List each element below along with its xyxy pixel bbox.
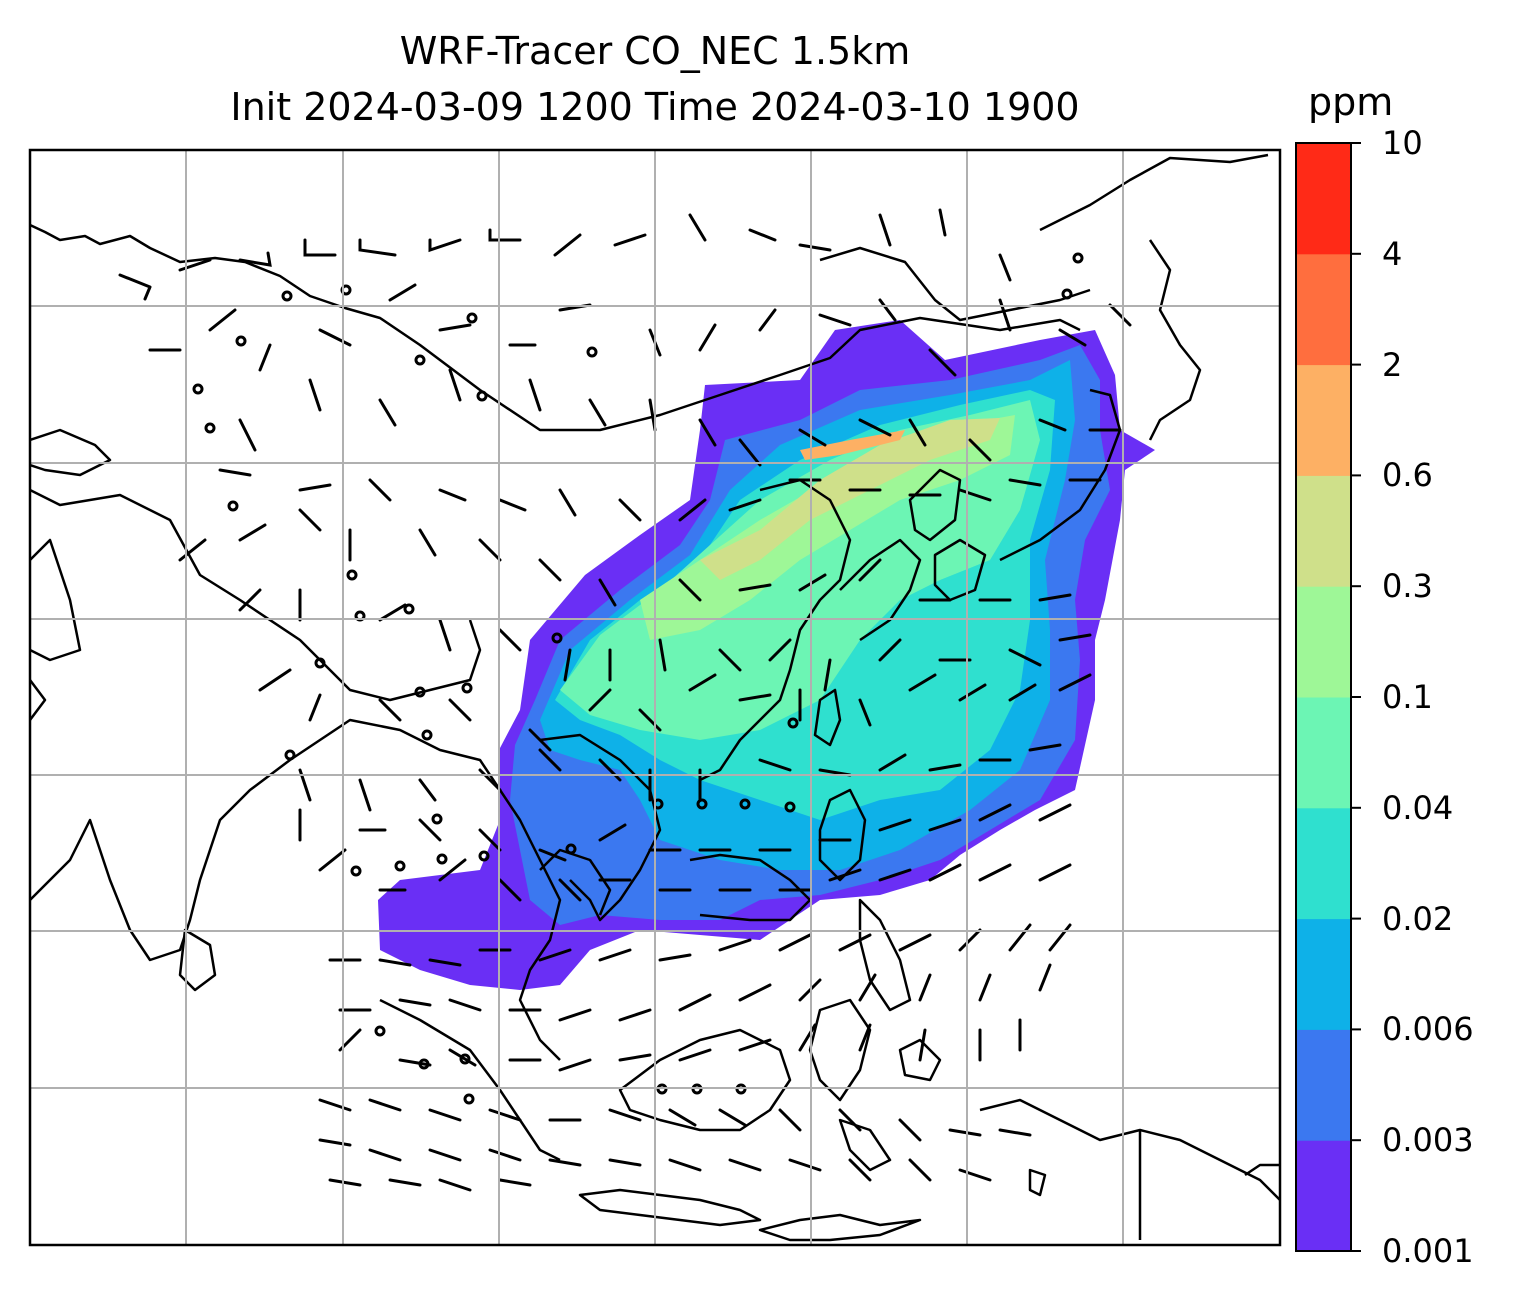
colorbar-tick-label: 0.6 (1382, 456, 1433, 495)
colorbar-tick-label: 10 (1382, 124, 1423, 162)
colorbar-tick-label: 0.04 (1382, 788, 1454, 827)
plume-0.6 (800, 430, 905, 460)
colorbar-tick-label: 0.003 (1382, 1121, 1474, 1160)
plume-0.1 (640, 415, 1015, 640)
colorbar-segment (1296, 586, 1351, 698)
colorbar-segment (1296, 475, 1351, 587)
colorbar-segment (1296, 697, 1351, 809)
colorbar-segment (1296, 253, 1351, 366)
map-title-line2: Init 2024-03-09 1200 Time 2024-03-10 190… (230, 85, 1080, 129)
plume-0.3 (700, 418, 1000, 580)
colorbar-segment (1296, 364, 1351, 476)
colorbar-unit-label: ppm (1308, 80, 1394, 124)
colorbar-tick-label: 0.006 (1382, 1010, 1474, 1049)
colorbar-tick-label: 4 (1382, 234, 1403, 273)
map-frame (28, 148, 1282, 1247)
colorbar (1295, 142, 1361, 1252)
colorbar-segment (1296, 143, 1351, 255)
gridlines (30, 150, 1280, 1245)
colorbar-tick-label: 0.02 (1382, 899, 1454, 938)
colorbar-segment (1296, 1140, 1351, 1252)
colorbar-tick-label: 0.1 (1382, 678, 1433, 716)
calm-wind-markers (192, 252, 1084, 1105)
map-title-line1: WRF-Tracer CO_NEC 1.5km (399, 29, 911, 73)
colorbar-segment (1296, 918, 1351, 1030)
concentration-field (378, 320, 1155, 990)
colorbar-segment (1296, 1029, 1351, 1141)
colorbar-tick-label: 2 (1382, 345, 1403, 384)
colorbar-segment (1296, 807, 1351, 920)
colorbar-tick-label: 0.3 (1382, 567, 1433, 606)
colorbar-tick-label: 0.001 (1382, 1232, 1474, 1270)
